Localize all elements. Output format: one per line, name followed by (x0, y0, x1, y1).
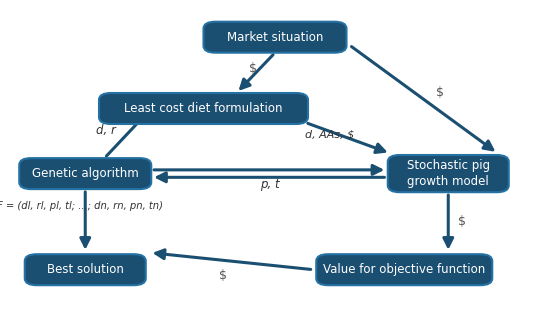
Text: d, AAs, $: d, AAs, $ (305, 130, 355, 140)
Text: Genetic algorithm: Genetic algorithm (32, 167, 139, 180)
Text: p, t: p, t (260, 178, 279, 191)
FancyBboxPatch shape (25, 254, 146, 285)
FancyBboxPatch shape (316, 254, 492, 285)
Text: $: $ (458, 215, 466, 228)
Text: $: $ (249, 62, 257, 75)
Text: $: $ (436, 86, 444, 100)
FancyBboxPatch shape (204, 22, 346, 53)
FancyBboxPatch shape (99, 93, 308, 124)
Text: Best solution: Best solution (47, 263, 124, 276)
Text: d, r: d, r (96, 124, 115, 137)
Text: Stochastic pig
growth model: Stochastic pig growth model (406, 159, 490, 188)
Text: F = (dl, rl, pl, tl; ...; dn, rn, pn, tn): F = (dl, rl, pl, tl; ...; dn, rn, pn, tn… (0, 201, 163, 211)
Text: $: $ (219, 269, 227, 282)
FancyBboxPatch shape (388, 155, 509, 192)
Text: Value for objective function: Value for objective function (323, 263, 485, 276)
Text: Market situation: Market situation (227, 31, 323, 44)
Text: Least cost diet formulation: Least cost diet formulation (124, 102, 283, 115)
FancyBboxPatch shape (19, 158, 151, 189)
